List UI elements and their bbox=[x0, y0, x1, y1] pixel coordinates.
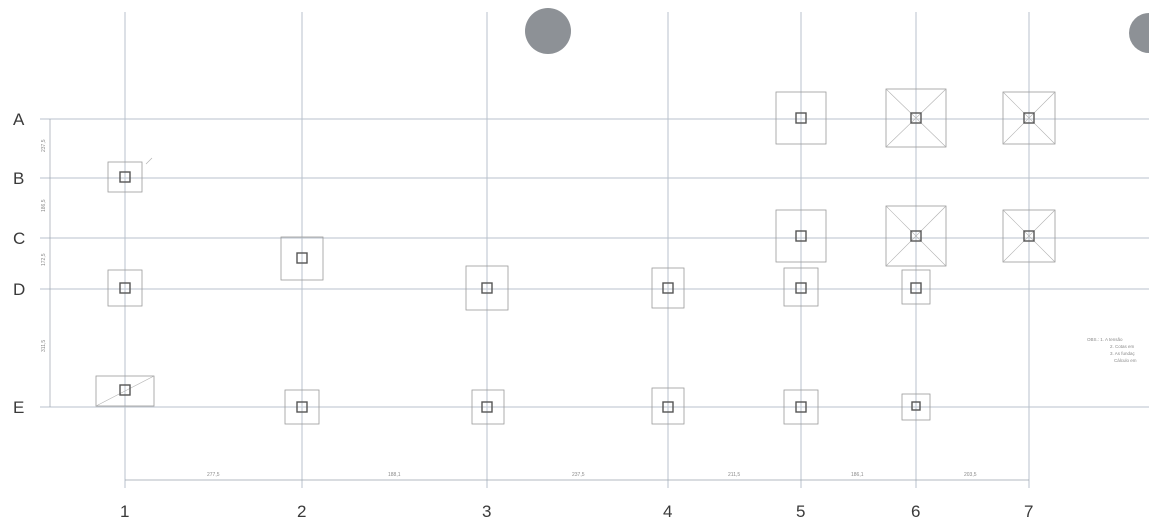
pillar bbox=[662, 282, 674, 294]
binder-hole-marker bbox=[525, 8, 571, 54]
footing bbox=[775, 209, 827, 263]
pillar bbox=[662, 401, 674, 413]
pillar bbox=[910, 282, 922, 294]
footing bbox=[783, 389, 819, 425]
footing bbox=[885, 205, 947, 267]
column-label-1: 1 bbox=[120, 502, 129, 521]
pillar bbox=[296, 252, 308, 264]
bottom-dimension: 186,1 bbox=[851, 472, 864, 478]
note-line: 3. As fundaç bbox=[1110, 351, 1136, 356]
pillar bbox=[795, 112, 807, 124]
bottom-dimension: 277,5 bbox=[207, 472, 220, 478]
column-label-5: 5 bbox=[796, 502, 805, 521]
column-label-3: 3 bbox=[482, 502, 491, 521]
pillar bbox=[119, 384, 131, 396]
note-line: OBS.: 1. A tensão bbox=[1087, 337, 1123, 342]
pillar bbox=[119, 282, 131, 294]
column-label-2: 2 bbox=[297, 502, 306, 521]
footing bbox=[95, 375, 155, 407]
column-label-6: 6 bbox=[911, 502, 920, 521]
footing bbox=[885, 88, 947, 148]
column-label-4: 4 bbox=[663, 502, 672, 521]
left-dimension: 186,5 bbox=[41, 199, 47, 212]
pillar bbox=[910, 230, 922, 242]
footing bbox=[651, 267, 685, 309]
pillar bbox=[1023, 230, 1035, 242]
footing bbox=[1002, 209, 1056, 263]
pillar bbox=[481, 401, 493, 413]
pillar bbox=[911, 401, 921, 411]
footing bbox=[651, 387, 685, 425]
footing bbox=[783, 267, 819, 307]
note-line: 2. Cotas em bbox=[1110, 344, 1135, 349]
left-dimension: 237,5 bbox=[41, 139, 47, 152]
pillar bbox=[1023, 112, 1035, 124]
row-label-b: B bbox=[13, 169, 24, 188]
pillar bbox=[910, 112, 922, 124]
bottom-dimension: 237,5 bbox=[572, 472, 585, 478]
column-label-7: 7 bbox=[1024, 502, 1033, 521]
footing bbox=[280, 236, 324, 281]
pillar bbox=[296, 401, 308, 413]
row-label-d: D bbox=[13, 280, 25, 299]
pillar bbox=[119, 171, 131, 183]
left-dimension: 311,5 bbox=[41, 340, 47, 352]
footing bbox=[284, 389, 320, 425]
bottom-dimension: 203,5 bbox=[964, 472, 977, 478]
row-label-e: E bbox=[13, 398, 24, 417]
footing bbox=[775, 91, 827, 145]
footing bbox=[471, 389, 505, 425]
pillar bbox=[795, 230, 807, 242]
row-label-a: A bbox=[13, 110, 25, 129]
footing bbox=[901, 269, 931, 305]
binder-hole-marker bbox=[1129, 13, 1149, 53]
footing bbox=[107, 269, 143, 307]
note-line: Cálculo em bbox=[1114, 358, 1137, 363]
footing bbox=[901, 393, 931, 421]
pillar bbox=[481, 282, 493, 294]
pillar bbox=[795, 401, 807, 413]
pillar bbox=[795, 282, 807, 294]
footing bbox=[107, 157, 153, 193]
footing bbox=[1002, 91, 1056, 145]
left-dimension: 172,5 bbox=[41, 253, 47, 266]
bottom-dimension: 188,1 bbox=[388, 472, 401, 478]
bottom-dimension: 211,5 bbox=[728, 472, 740, 478]
footing bbox=[465, 265, 509, 311]
row-label-c: C bbox=[13, 229, 25, 248]
